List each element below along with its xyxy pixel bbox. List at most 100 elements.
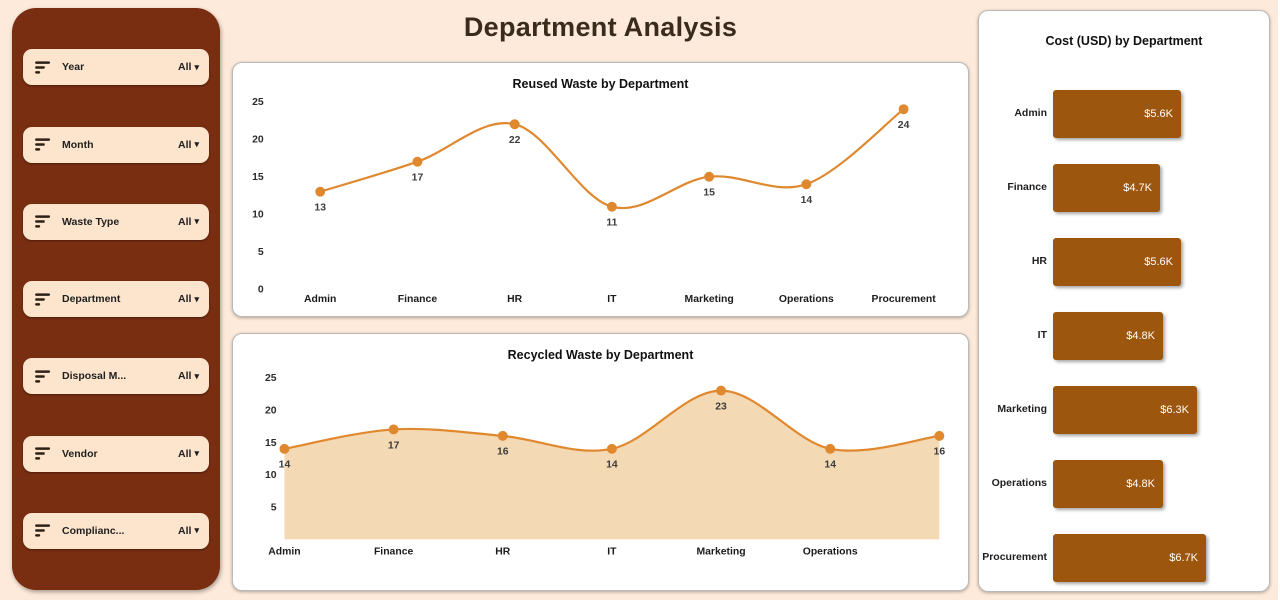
filter-selected-value: All xyxy=(178,138,192,151)
bar-category-label: Procurement xyxy=(982,551,1047,564)
cost-bar-admin[interactable]: $5.6K xyxy=(1053,90,1181,138)
cost-bar-it[interactable]: $4.8K xyxy=(1053,312,1163,360)
cost-chart-title: Cost (USD) by Department xyxy=(1045,34,1203,48)
filter-label: Vendor xyxy=(62,447,98,460)
filter-value-dropdown[interactable]: All ▾ xyxy=(178,293,199,305)
y-axis-tick-label: 15 xyxy=(252,172,264,183)
filter-selected-value: All xyxy=(178,524,192,537)
bar-value-label: $4.8K xyxy=(1126,478,1155,490)
y-axis-tick-label: 10 xyxy=(265,470,277,481)
area-fill xyxy=(284,390,940,540)
reused-waste-chart-card: 0 5 10 15 20 25 13 17 22 11 15 14 24 Admin Finance HR IT… xyxy=(232,62,969,317)
filter-icon xyxy=(35,369,52,384)
filter-selected-value: All xyxy=(178,61,192,74)
filter-icon xyxy=(35,523,52,538)
filter-icon xyxy=(35,446,52,461)
filter-value-dropdown[interactable]: All ▾ xyxy=(178,139,199,151)
filter-icon xyxy=(35,137,52,152)
filter-icon xyxy=(35,292,52,307)
filter-department[interactable]: Department All ▾ xyxy=(23,281,209,317)
x-axis-label: Marketing xyxy=(685,294,734,305)
data-point-label: 24 xyxy=(898,120,910,131)
filter-vendor[interactable]: Vendor All ▾ xyxy=(23,435,209,472)
chevron-down-icon: ▾ xyxy=(194,370,199,381)
filter-label: Department xyxy=(62,293,121,305)
bar-row: Procurement $6.7K xyxy=(979,529,1259,587)
filter-disposal-method[interactable]: Disposal M... All ▾ xyxy=(23,358,209,395)
y-axis-tick-label: 20 xyxy=(265,405,277,416)
data-point-marketing[interactable] xyxy=(716,385,727,396)
filter-compliance[interactable]: Complianc... All ▾ xyxy=(23,512,209,549)
filter-value-dropdown[interactable]: All ▾ xyxy=(178,370,199,382)
filter-selected-value: All xyxy=(178,215,192,228)
recycled-waste-chart-card: 5 10 15 20 25 14 17 16 14 23 14 16 Admin Finance HR IT M… xyxy=(232,333,969,591)
chevron-down-icon: ▾ xyxy=(194,525,199,536)
cost-bar-procurement[interactable]: $6.7K xyxy=(1053,534,1206,582)
filter-icon xyxy=(35,214,52,229)
data-point-label: 17 xyxy=(412,173,424,184)
data-point-procurement[interactable] xyxy=(898,104,909,115)
page-title: Department Analysis xyxy=(463,12,738,42)
x-axis-label: Finance xyxy=(398,294,438,305)
cost-bar-marketing[interactable]: $6.3K xyxy=(1053,386,1197,434)
data-point-marketing[interactable] xyxy=(704,171,715,182)
cost-bar-operations[interactable]: $4.8K xyxy=(1053,460,1163,508)
data-point-admin[interactable] xyxy=(279,443,290,454)
data-point-label: 14 xyxy=(606,460,618,471)
cost-by-department-panel: Cost (USD) by Department Admin $5.6K Finan… xyxy=(978,10,1270,592)
filter-label: Waste Type xyxy=(62,215,120,228)
filter-value-dropdown[interactable]: All ▾ xyxy=(178,61,199,73)
data-point-operations[interactable] xyxy=(801,179,812,190)
chevron-down-icon: ▾ xyxy=(194,216,199,227)
bar-value-label: $6.3K xyxy=(1160,404,1189,416)
chevron-down-icon: ▾ xyxy=(194,293,199,304)
y-axis-tick-label: 20 xyxy=(252,135,264,146)
bar-row: Operations $4.8K xyxy=(979,455,1259,513)
data-point-label: 15 xyxy=(703,188,715,199)
series-line xyxy=(319,108,905,210)
data-point-label: 14 xyxy=(824,460,836,471)
data-point-hr[interactable] xyxy=(509,119,520,130)
data-point-label: 16 xyxy=(934,447,946,458)
data-point-label: 11 xyxy=(606,218,617,229)
data-point-it[interactable] xyxy=(606,201,617,212)
data-point-operations[interactable] xyxy=(825,443,836,454)
data-point-it[interactable] xyxy=(606,443,617,454)
bar-category-label: Operations xyxy=(991,477,1047,490)
bar-value-label: $4.7K xyxy=(1123,182,1152,194)
bar-value-label: $5.6K xyxy=(1144,256,1173,268)
data-point-finance[interactable] xyxy=(388,424,399,435)
y-axis-tick-label: 25 xyxy=(252,97,264,108)
bar-row: HR $5.6K xyxy=(979,233,1259,291)
filter-sidebar: Year All ▾ Month All ▾ Waste Type All ▾ Departmen… xyxy=(12,8,220,590)
filter-label: Disposal M... xyxy=(62,370,127,383)
filter-value-dropdown[interactable]: All ▾ xyxy=(178,216,199,228)
filter-label: Year xyxy=(62,61,85,74)
cost-bar-finance[interactable]: $4.7K xyxy=(1053,164,1160,212)
data-point-admin[interactable] xyxy=(315,186,326,197)
data-point-label: 22 xyxy=(509,135,521,146)
filter-value-dropdown[interactable]: All ▾ xyxy=(178,448,199,460)
bar-value-label: $4.8K xyxy=(1126,330,1155,342)
bar-value-label: $6.7K xyxy=(1169,552,1198,564)
x-axis-label: Finance xyxy=(374,546,414,557)
data-point-finance[interactable] xyxy=(412,156,423,167)
bar-row: IT $4.8K xyxy=(979,307,1259,365)
bar-category-label: Admin xyxy=(1014,107,1047,120)
filter-year[interactable]: Year All ▾ xyxy=(23,49,209,86)
data-point-procurement[interactable] xyxy=(934,430,945,441)
reused-waste-chart-title: Reused Waste by Department xyxy=(512,77,689,91)
filter-value-dropdown[interactable]: All ▾ xyxy=(178,525,199,537)
data-point-hr[interactable] xyxy=(497,430,508,441)
bar-category-label: HR xyxy=(1031,255,1047,268)
filter-selected-value: All xyxy=(178,293,192,305)
cost-bar-chart: Admin $5.6K Finance $4.7K HR $5.6K IT $4.8K Mark… xyxy=(979,11,1269,591)
chevron-down-icon: ▾ xyxy=(194,61,199,72)
cost-bar-hr[interactable]: $5.6K xyxy=(1053,238,1181,286)
data-point-label: 14 xyxy=(279,460,291,471)
filter-month[interactable]: Month All ▾ xyxy=(23,126,209,163)
filter-label: Complianc... xyxy=(62,524,125,537)
filter-waste-type[interactable]: Waste Type All ▾ xyxy=(23,203,209,240)
bar-row: Finance $4.7K xyxy=(979,159,1259,217)
